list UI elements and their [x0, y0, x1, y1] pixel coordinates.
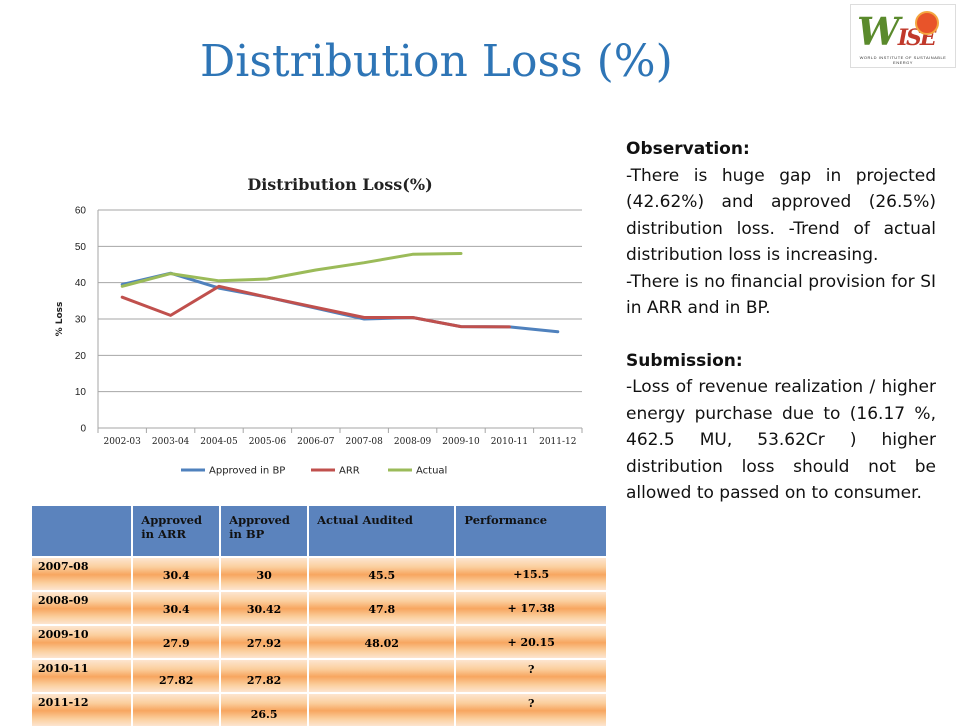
cell-arr [133, 694, 220, 726]
chart-svg: Distribution Loss(%) 0 10 20 30 40 50 60 2002-03… [55, 175, 583, 477]
cell-performance: ? [456, 660, 606, 692]
y-axis-label: % Loss [55, 302, 65, 337]
observation-heading: Observation: [626, 139, 750, 159]
legend-label-1: ARR [339, 466, 360, 477]
legend-label-2: Actual [416, 466, 447, 477]
x-tick-label: 2010-11 [491, 437, 528, 447]
x-tick-label: 2003-04 [152, 437, 190, 447]
series-line-2 [120, 252, 463, 288]
cell-year: 2007-08 [32, 558, 132, 590]
cell-arr: 27.9 [133, 626, 220, 658]
x-tick-label: 2011-12 [539, 437, 576, 447]
chart-title: Distribution Loss(%) [247, 175, 432, 194]
cell-performance: + 17.38 [456, 592, 606, 624]
y-tick-label: 20 [75, 351, 87, 362]
slide-title: Distribution Loss (%) [200, 36, 673, 87]
header-blank [32, 506, 132, 556]
cell-arr: 30.4 [133, 558, 220, 590]
cell-actual: 48.02 [309, 626, 455, 658]
cell-bp: 26.5 [221, 694, 308, 726]
y-tick-label: 0 [80, 424, 86, 435]
table-row: 2011-12 26.5 ? [32, 694, 606, 726]
x-tick-label: 2009-10 [442, 437, 480, 447]
y-tick-label: 60 [75, 206, 87, 217]
cell-performance: + 20.15 [456, 626, 606, 658]
y-tick-label: 40 [75, 278, 87, 289]
logo-sun-icon [915, 11, 939, 35]
cell-year: 2011-12 [32, 694, 132, 726]
notes-panel: Observation: -There is huge gap in proje… [626, 136, 936, 507]
cell-year: 2008-09 [32, 592, 132, 624]
logo-tagline: WORLD INSTITUTE OF SUSTAINABLE ENERGY [859, 55, 947, 65]
observation-text-2: -There is no financial provision for SI … [626, 271, 936, 319]
line-chart: Distribution Loss(%) 0 10 20 30 40 50 60 2002-03… [48, 160, 600, 485]
cell-bp: 27.92 [221, 626, 308, 658]
y-tick-label: 50 [75, 242, 87, 253]
x-tick-label: 2006-07 [297, 437, 335, 447]
header-performance: Performance [456, 506, 606, 556]
cell-actual [309, 660, 455, 692]
cell-actual: 45.5 [309, 558, 455, 590]
cell-bp: 30.42 [221, 592, 308, 624]
cell-performance: ? [456, 694, 606, 726]
wise-logo: WISE WORLD INSTITUTE OF SUSTAINABLE ENER… [850, 4, 956, 68]
x-tick-label: 2005-06 [249, 437, 287, 447]
header-approved-bp: Approved in BP [221, 506, 308, 556]
series-line-0 [120, 271, 560, 334]
cell-arr: 30.4 [133, 592, 220, 624]
performance-table: Approved in ARR Approved in BP Actual Au… [30, 504, 608, 728]
header-approved-arr: Approved in ARR [133, 506, 220, 556]
x-tick-label: 2008-09 [394, 437, 432, 447]
y-tick-label: 10 [75, 387, 87, 398]
cell-actual: 47.8 [309, 592, 455, 624]
header-actual-audited: Actual Audited [309, 506, 455, 556]
table-row: 2007-08 30.4 30 45.5 +15.5 [32, 558, 606, 590]
x-tick-label: 2007-08 [345, 437, 383, 447]
observation-text-1: -There is huge gap in projected (42.62%)… [626, 165, 936, 266]
y-tick-label: 30 [75, 315, 87, 326]
cell-bp: 30 [221, 558, 308, 590]
cell-year: 2009-10 [32, 626, 132, 658]
table-row: 2008-09 30.4 30.42 47.8 + 17.38 [32, 592, 606, 624]
cell-actual [309, 694, 455, 726]
cell-year: 2010-11 [32, 660, 132, 692]
submission-heading: Submission: [626, 350, 743, 371]
table-header-row: Approved in ARR Approved in BP Actual Au… [32, 506, 606, 556]
x-tick-label: 2002-03 [103, 437, 141, 447]
series-line-1 [120, 284, 511, 329]
table-row: 2010-11 27.82 27.82 ? [32, 660, 606, 692]
cell-performance: +15.5 [456, 558, 606, 590]
cell-arr: 27.82 [133, 660, 220, 692]
submission-text: -Loss of revenue realization / higher en… [626, 377, 936, 503]
cell-bp: 27.82 [221, 660, 308, 692]
legend-label-0: Approved in BP [209, 466, 285, 477]
x-tick-label: 2004-05 [200, 437, 238, 447]
table-row: 2009-10 27.9 27.92 48.02 + 20.15 [32, 626, 606, 658]
